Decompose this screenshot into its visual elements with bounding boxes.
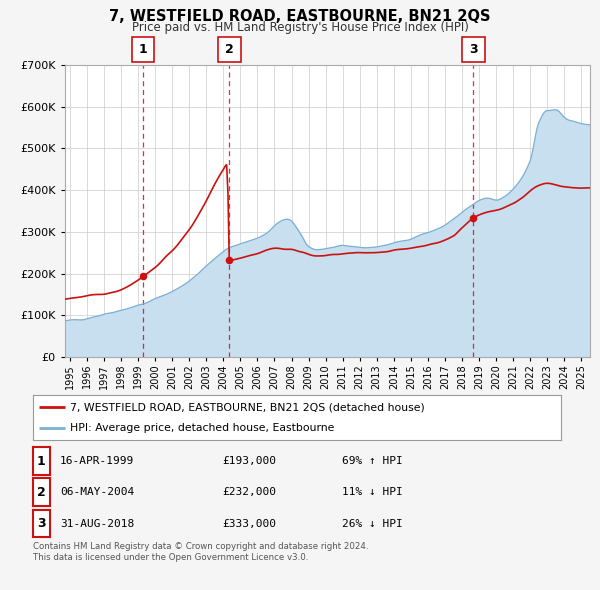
Text: Contains HM Land Registry data © Crown copyright and database right 2024.
This d: Contains HM Land Registry data © Crown c… — [33, 542, 368, 562]
Text: 06-MAY-2004: 06-MAY-2004 — [60, 487, 134, 497]
Text: £232,000: £232,000 — [222, 487, 276, 497]
Text: 3: 3 — [469, 43, 478, 56]
Text: HPI: Average price, detached house, Eastbourne: HPI: Average price, detached house, East… — [70, 422, 334, 432]
Text: 3: 3 — [37, 517, 46, 530]
Text: 7, WESTFIELD ROAD, EASTBOURNE, BN21 2QS (detached house): 7, WESTFIELD ROAD, EASTBOURNE, BN21 2QS … — [70, 402, 425, 412]
Text: £333,000: £333,000 — [222, 519, 276, 529]
Text: 16-APR-1999: 16-APR-1999 — [60, 456, 134, 466]
Text: £193,000: £193,000 — [222, 456, 276, 466]
Text: 2: 2 — [225, 43, 233, 56]
Text: 1: 1 — [139, 43, 148, 56]
Text: Price paid vs. HM Land Registry's House Price Index (HPI): Price paid vs. HM Land Registry's House … — [131, 21, 469, 34]
Text: 31-AUG-2018: 31-AUG-2018 — [60, 519, 134, 529]
Text: 26% ↓ HPI: 26% ↓ HPI — [342, 519, 403, 529]
Text: 1: 1 — [37, 454, 46, 468]
Text: 7, WESTFIELD ROAD, EASTBOURNE, BN21 2QS: 7, WESTFIELD ROAD, EASTBOURNE, BN21 2QS — [109, 9, 491, 24]
Text: 11% ↓ HPI: 11% ↓ HPI — [342, 487, 403, 497]
Text: 69% ↑ HPI: 69% ↑ HPI — [342, 456, 403, 466]
Text: 2: 2 — [37, 486, 46, 499]
